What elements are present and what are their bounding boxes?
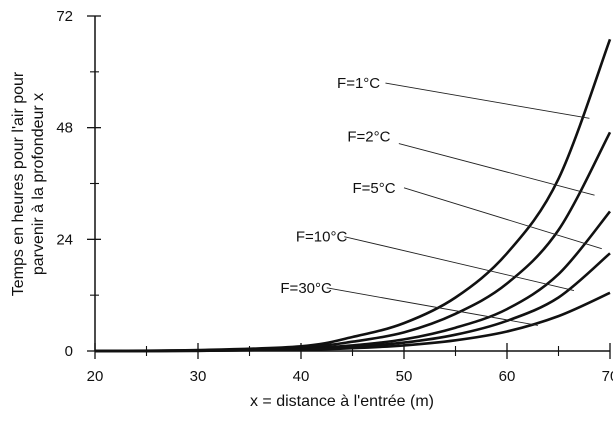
- series-label: F=2°C: [347, 129, 390, 146]
- x-tick-label: 70: [602, 368, 613, 385]
- y-tick-label: 24: [56, 231, 73, 248]
- y-axis-title-line-1: Temps en heures pour l'air pour: [10, 71, 27, 296]
- series-label: F=1°C: [337, 75, 380, 92]
- y-tick-label: 72: [56, 8, 73, 25]
- series-line: [94, 291, 611, 353]
- x-axis-title: x = distance à l'entrée (m): [250, 393, 434, 410]
- x-tick-label: 50: [396, 368, 413, 385]
- leader-line: [344, 236, 575, 291]
- x-tick-label: 60: [499, 368, 516, 385]
- series-label: F=30°C: [280, 280, 332, 297]
- leader-line: [326, 287, 538, 326]
- y-axis-title-line-2: parvenir à la profondeur x: [30, 93, 47, 275]
- x-tick-label: 20: [87, 368, 104, 385]
- x-tick-label: 40: [293, 368, 310, 385]
- series-layer: [94, 38, 612, 353]
- y-tick-label: 0: [65, 343, 73, 360]
- series-label: F=5°C: [353, 180, 396, 197]
- series-label: F=10°C: [296, 229, 348, 246]
- leader-line: [398, 143, 595, 196]
- annotation-layer: F=1°C F=2°C F=5°C F=10°C F=30°C: [280, 75, 602, 326]
- series-line: [94, 131, 612, 353]
- axes: 20 30 40 50 60 70 0 24 48 72: [56, 8, 613, 385]
- leader-line: [403, 187, 602, 250]
- y-tick-label: 48: [56, 120, 73, 137]
- x-tick-label: 30: [190, 368, 207, 385]
- leader-line: [385, 82, 590, 119]
